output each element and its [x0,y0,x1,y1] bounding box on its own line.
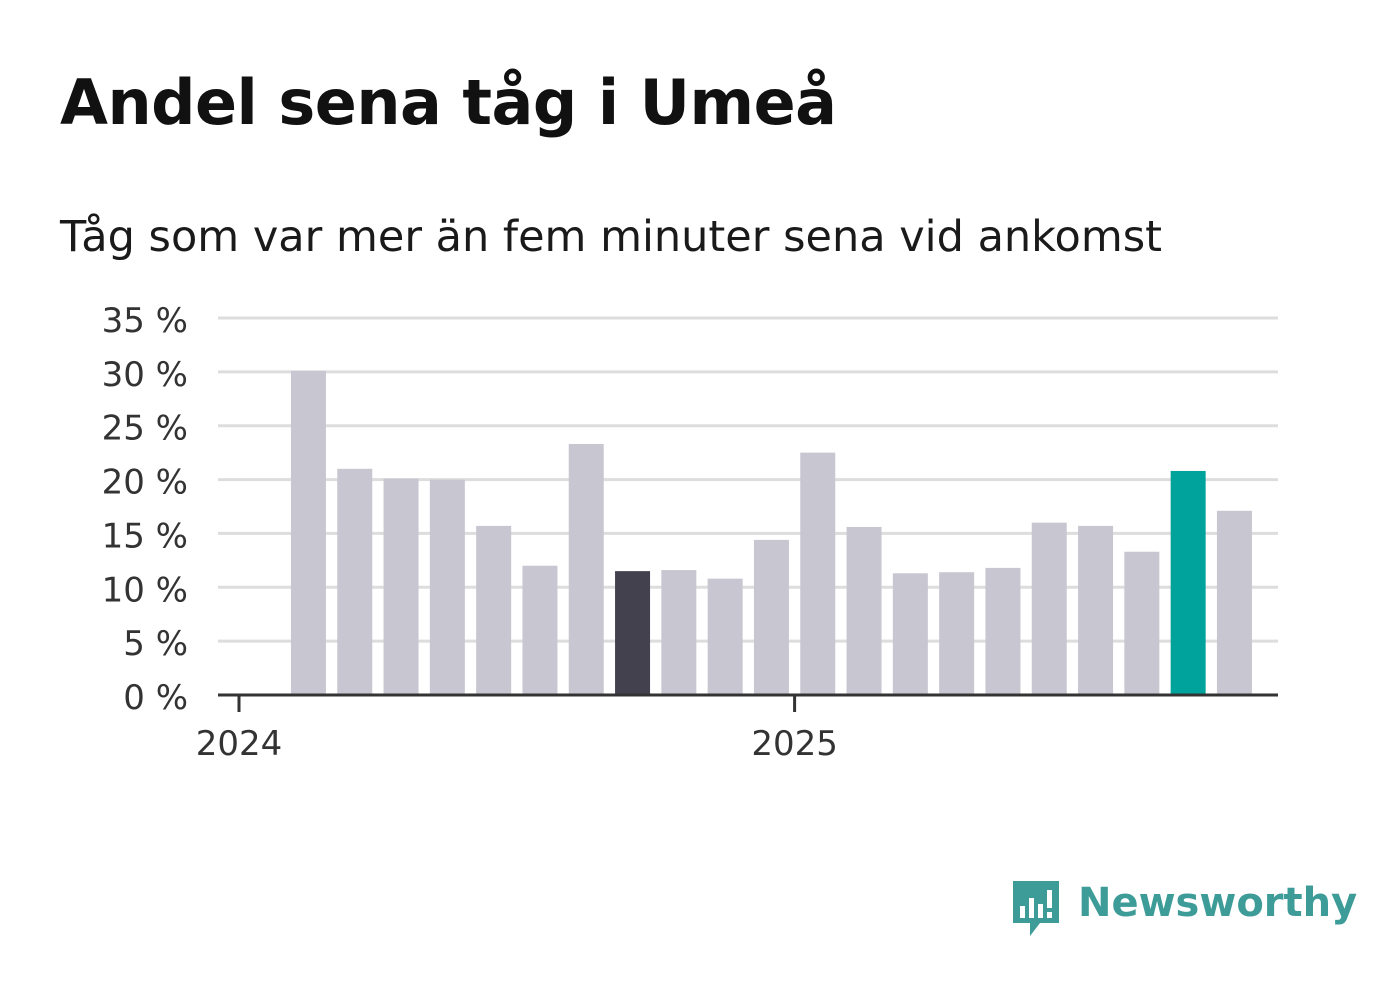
bar-2025-02 [846,526,882,695]
bar-2025-03 [892,573,928,695]
brand-name: Newsworthy [1078,880,1358,926]
bars [290,370,1252,695]
gridlines [218,316,1278,643]
newsworthy-chart-icon [1013,881,1059,936]
x-axis-ticks: 2024 2025 [196,695,838,764]
bar-2025-01 [800,452,836,695]
newsworthy-logo: Newsworthy [1010,878,1357,942]
bar-2024-10 [661,570,697,695]
bar-2024-07 [522,565,558,695]
x-tick-label: 2024 [196,724,283,764]
bar-2025-04 [939,572,975,695]
chart-title: Andel sena tåg i Umeå [60,66,837,139]
bar-2025-10 [1216,510,1252,695]
y-tick-label: 10 % [102,570,188,610]
bar-2024-02 [290,370,326,695]
bar-2025-05 [985,567,1021,695]
y-tick-label: 15 % [102,516,188,556]
bar-2025-08 [1124,551,1160,695]
bar-2024-03 [337,468,373,695]
bar-2025-06 [1031,522,1067,695]
bar-2024-06 [476,525,512,695]
bar-2024-05 [429,479,465,695]
chart-subtitle: Tåg som var mer än fem minuter sena vid … [60,212,1163,262]
bar-2024-08 [568,444,604,695]
y-tick-label: 25 % [102,409,188,449]
bar-2025-07 [1078,525,1114,695]
y-axis-tick-labels: 0 % 5 % 10 % 15 % 20 % 25 % 30 % 35 % [102,301,188,718]
y-tick-label: 0 % [123,678,188,718]
x-tick-label: 2025 [751,724,838,764]
y-tick-label: 5 % [123,624,188,664]
bar-2024-09 [615,571,651,695]
y-tick-label: 20 % [102,463,188,503]
y-tick-label: 35 % [102,301,188,341]
bar-2024-11 [707,578,743,695]
y-tick-label: 30 % [102,355,188,395]
bar-2024-12 [753,539,789,695]
bar-2025-09 [1170,470,1206,695]
bar-2024-04 [383,478,419,695]
